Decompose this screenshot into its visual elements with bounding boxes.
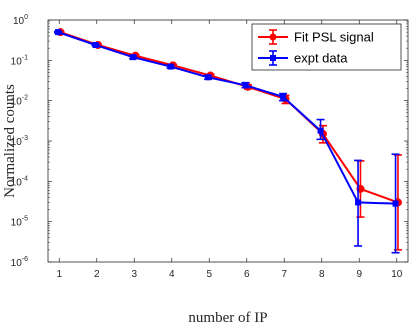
data-point: [167, 63, 174, 70]
y-tick-base: 10: [11, 258, 23, 269]
y-tick-base: 10: [13, 16, 25, 27]
y-tick-exponent: 0: [24, 14, 28, 21]
legend-marker: [270, 55, 276, 61]
y-tick-base: 10: [11, 137, 23, 148]
legend-label: expt data: [294, 51, 348, 66]
x-tick-label: 7: [281, 269, 287, 280]
legend-box: [251, 23, 402, 71]
y-tick-exponent: -5: [22, 216, 28, 223]
x-tick-label: 9: [356, 269, 362, 280]
series-layer: [54, 28, 402, 254]
data-point: [242, 82, 249, 89]
data-point: [205, 74, 212, 81]
data-point: [280, 93, 287, 100]
x-axis-label: number of IP: [188, 310, 267, 326]
y-tick-label: 10-6: [11, 256, 28, 269]
y-tick-label: 10-2: [11, 95, 28, 108]
legend-entry: expt data: [258, 50, 348, 66]
y-tick-label: 10-5: [11, 216, 28, 229]
x-tick-label: 1: [56, 269, 62, 280]
y-tick-label: 10-4: [11, 175, 28, 188]
legend-marker: [269, 33, 277, 41]
series-expt-data: [54, 29, 400, 254]
x-tick-label: 8: [319, 269, 325, 280]
y-tick-exponent: -6: [22, 256, 28, 263]
y-tick-base: 10: [11, 177, 23, 188]
data-point: [355, 199, 362, 206]
y-tick-label: 100: [13, 14, 28, 27]
data-point: [92, 41, 99, 48]
x-tick-label: 3: [131, 269, 137, 280]
series-line: [57, 31, 396, 205]
legend: Fit PSL signal expt data: [251, 23, 402, 71]
data-point: [55, 29, 62, 36]
y-tick-base: 10: [11, 56, 23, 67]
data-point: [130, 54, 137, 61]
data-point: [392, 200, 399, 207]
legend-label: Fit PSL signal: [294, 30, 374, 45]
x-tick-label: 6: [244, 269, 250, 280]
x-tick-label: 2: [94, 269, 100, 280]
y-tick-exponent: -3: [22, 135, 28, 142]
y-tick-exponent: -2: [22, 95, 28, 102]
y-tick-exponent: -4: [22, 175, 28, 182]
legend-entry: Fit PSL signal: [258, 29, 374, 45]
y-axis-label: Normalized counts: [2, 84, 18, 198]
y-tick-label: 10-3: [11, 135, 28, 148]
x-tick-label: 5: [206, 269, 212, 280]
data-point: [317, 127, 324, 134]
y-tick-base: 10: [11, 218, 23, 229]
y-tick-base: 10: [11, 97, 23, 108]
x-tick-label: 10: [391, 269, 403, 280]
x-tick-label: 4: [169, 269, 175, 280]
y-tick-label: 10-1: [11, 54, 28, 67]
y-tick-exponent: -1: [22, 54, 28, 61]
